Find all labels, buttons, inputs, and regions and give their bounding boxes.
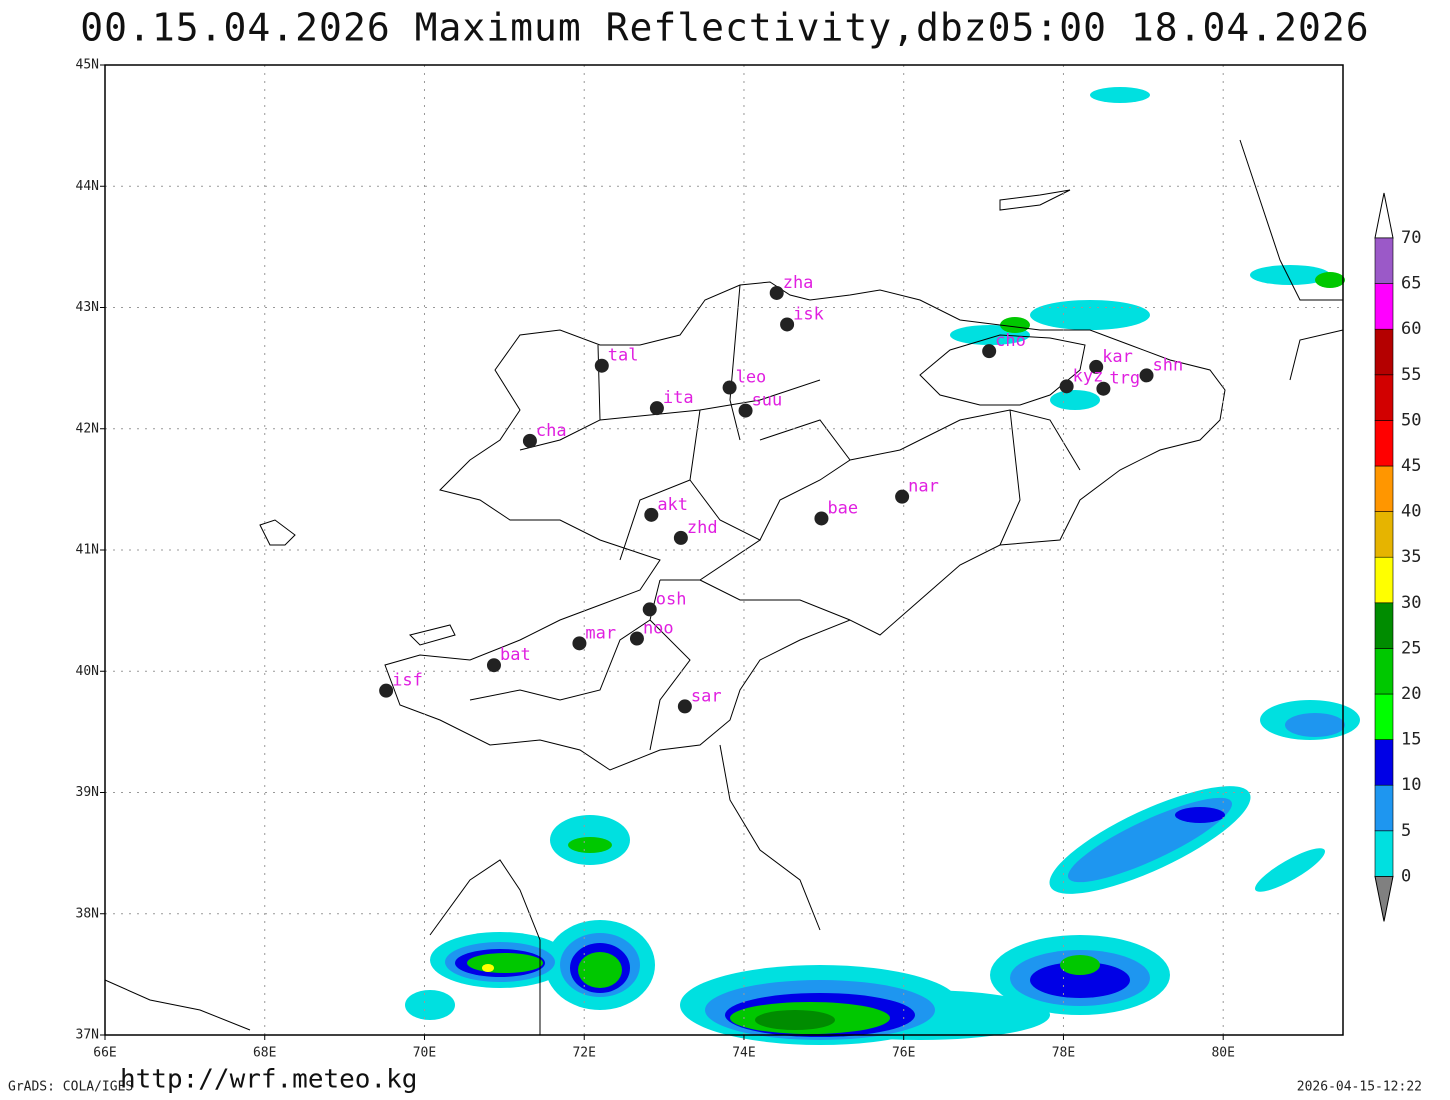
footer-left: GrADS: COLA/IGES bbox=[8, 1080, 133, 1095]
station bbox=[522, 433, 537, 448]
station bbox=[1096, 381, 1111, 396]
station-label: kar bbox=[1102, 347, 1133, 367]
station bbox=[738, 403, 753, 418]
colorbar-label: 15 bbox=[1401, 730, 1421, 750]
station-label: leo bbox=[736, 368, 767, 388]
colorbar-swatch bbox=[1374, 556, 1394, 604]
station-label: trg bbox=[1109, 369, 1140, 389]
station-label: noo bbox=[643, 619, 674, 639]
colorbar-label: 40 bbox=[1401, 502, 1421, 522]
station bbox=[486, 658, 501, 673]
colorbar-swatch bbox=[1374, 283, 1394, 330]
x-tick-label: 70E bbox=[413, 1046, 436, 1061]
colorbar-swatch bbox=[1374, 602, 1394, 649]
station-label: suu bbox=[752, 391, 783, 411]
footer-url: http://wrf.meteo.kg bbox=[120, 1065, 417, 1095]
station-label: bat bbox=[500, 645, 531, 665]
colorbar-swatch bbox=[1374, 420, 1394, 467]
station-label: mar bbox=[585, 623, 616, 643]
x-tick-label: 72E bbox=[572, 1046, 595, 1061]
x-tick-label: 80E bbox=[1211, 1046, 1234, 1061]
station bbox=[594, 358, 609, 373]
colorbar-swatch bbox=[1374, 374, 1394, 421]
colorbar-swatch bbox=[1374, 328, 1394, 376]
station bbox=[379, 683, 394, 698]
station bbox=[1089, 359, 1104, 374]
colorbar-label: 25 bbox=[1401, 638, 1421, 658]
y-tick-label: 40N bbox=[76, 664, 99, 679]
colorbar-label: 10 bbox=[1401, 775, 1421, 795]
station bbox=[780, 317, 795, 332]
station-label: akt bbox=[657, 495, 688, 515]
x-tick-label: 76E bbox=[892, 1046, 915, 1061]
y-tick-label: 41N bbox=[76, 543, 99, 558]
station-label: ita bbox=[663, 388, 694, 408]
y-tick-label: 44N bbox=[76, 179, 99, 194]
colorbar-swatch bbox=[1374, 648, 1394, 695]
colorbar-label: 60 bbox=[1401, 319, 1421, 339]
x-tick-label: 66E bbox=[93, 1046, 116, 1061]
y-tick-label: 37N bbox=[76, 1028, 99, 1043]
colorbar-label: 65 bbox=[1401, 274, 1421, 294]
station bbox=[629, 631, 644, 646]
x-tick-label: 78E bbox=[1052, 1046, 1075, 1061]
colorbar-swatch bbox=[1374, 237, 1394, 284]
station bbox=[1139, 368, 1154, 383]
colorbar-label: 50 bbox=[1401, 410, 1421, 430]
station-label: isk bbox=[793, 304, 824, 324]
station-label: cha bbox=[536, 421, 567, 441]
title: 00.15.04.2026 Maximum Reflectivity,dbz05… bbox=[80, 6, 1369, 50]
station bbox=[814, 511, 829, 526]
radar-echoes bbox=[405, 87, 1360, 1045]
colorbar-swatch bbox=[1374, 693, 1394, 740]
colorbar-swatch bbox=[1374, 511, 1394, 558]
station bbox=[644, 507, 659, 522]
station bbox=[769, 285, 784, 300]
colorbar-label: 0 bbox=[1401, 866, 1411, 886]
colorbar-swatch bbox=[1374, 739, 1394, 786]
x-tick-label: 74E bbox=[732, 1046, 755, 1061]
colorbar-swatch bbox=[1374, 784, 1394, 832]
y-tick-label: 43N bbox=[76, 300, 99, 315]
colorbar-swatch bbox=[1374, 830, 1394, 877]
x-tick-label: 68E bbox=[253, 1046, 276, 1061]
colorbar-label: 30 bbox=[1401, 593, 1421, 613]
colorbar-label: 70 bbox=[1401, 228, 1421, 248]
y-tick-label: 39N bbox=[76, 785, 99, 800]
station-label: shn bbox=[1153, 355, 1184, 375]
colorbar-label: 45 bbox=[1401, 456, 1421, 476]
colorbar-label: 5 bbox=[1401, 821, 1411, 841]
station bbox=[649, 401, 664, 416]
station bbox=[673, 530, 688, 545]
station-label: cho bbox=[995, 331, 1026, 351]
colorbar-label: 55 bbox=[1401, 365, 1421, 385]
station-label: sar bbox=[691, 686, 722, 706]
footer-right: 2026-04-15-12:22 bbox=[1297, 1080, 1422, 1095]
station-label: osh bbox=[656, 589, 687, 609]
station bbox=[1059, 379, 1074, 394]
colorbar-label: 20 bbox=[1401, 684, 1421, 704]
y-tick-label: 42N bbox=[76, 421, 99, 436]
station-label: zha bbox=[783, 273, 814, 293]
station-label: tal bbox=[608, 346, 639, 366]
station bbox=[722, 380, 737, 395]
y-tick-label: 45N bbox=[76, 58, 99, 73]
station bbox=[572, 636, 587, 651]
station bbox=[982, 344, 997, 359]
station bbox=[677, 699, 692, 714]
borders bbox=[104, 139, 1344, 1035]
station-label: isf bbox=[392, 671, 423, 691]
y-tick-label: 38N bbox=[76, 906, 99, 921]
station-label: nar bbox=[908, 477, 939, 497]
station-label: kyz bbox=[1073, 366, 1104, 386]
colorbar-label: 35 bbox=[1401, 547, 1421, 567]
colorbar-swatch bbox=[1374, 465, 1394, 512]
station-label: zhd bbox=[687, 518, 718, 538]
station-label: bae bbox=[827, 498, 858, 518]
station bbox=[895, 489, 910, 504]
station bbox=[642, 602, 657, 617]
